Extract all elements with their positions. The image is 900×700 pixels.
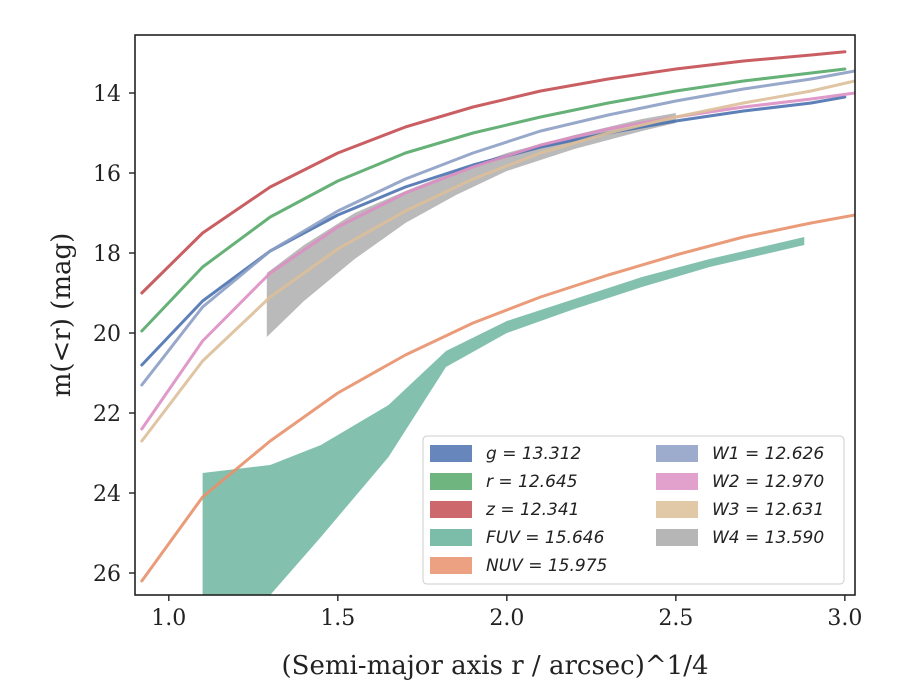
x-tick-label: 1.5: [320, 606, 355, 631]
legend-label-w3: W3 = 12.631: [712, 500, 824, 520]
legend-label-r: r = 12.645: [486, 472, 578, 492]
y-tick-label: 18: [93, 242, 121, 267]
legend-swatch-fuv: [430, 529, 472, 546]
y-tick-label: 26: [93, 562, 121, 587]
legend-label-w4: W4 = 13.590: [712, 528, 824, 548]
x-tick-label: 2.5: [658, 606, 693, 631]
legend-swatch-nuv: [430, 557, 472, 574]
series-r-line: [140, 67, 847, 333]
x-tick-label: 3.0: [827, 606, 862, 631]
legend-swatch-z: [430, 501, 472, 518]
x-tick-label: 1.0: [151, 606, 186, 631]
y-tick-label: 16: [93, 162, 121, 187]
legend-swatch-r: [430, 473, 472, 490]
legend-label-z: z = 12.341: [485, 500, 579, 520]
series-w1-line: [140, 69, 855, 387]
legend: g = 13.312 r = 12.645 z = 12.341 FUV = 15.6…: [422, 435, 845, 585]
legend-label-g: g = 13.312: [486, 444, 581, 464]
y-tick-label: 22: [93, 402, 121, 427]
x-axis-label: (Semi-major axis r / arcsec)^1/4: [281, 651, 708, 681]
series-fuv-band: [202, 237, 805, 595]
series-w2-line: [140, 91, 855, 431]
legend-swatch-w4: [656, 529, 698, 546]
legend-swatch-w1: [656, 445, 698, 462]
series-z-line: [140, 50, 847, 295]
legend-label-w2: W2 = 12.970: [712, 472, 824, 492]
y-axis-label: m(<r) (mag): [47, 233, 77, 398]
x-tick-label: 2.0: [489, 606, 524, 631]
legend-swatch-w2: [656, 473, 698, 490]
legend-label-w1: W1 = 12.626: [712, 444, 824, 464]
plot-frame: [134, 34, 856, 596]
axis-ticks: 1.0 1.5 2.0 2.5 3.0 14 16 18 20 22 24 26: [93, 82, 862, 631]
y-tick-label: 14: [93, 82, 121, 107]
plot-series: [140, 50, 855, 595]
legend-label-fuv: FUV = 15.646: [486, 528, 605, 548]
series-nuv-line: [140, 213, 855, 583]
series-w3-line: [140, 79, 855, 443]
y-tick-label: 24: [93, 482, 121, 507]
legend-swatch-g: [430, 445, 472, 462]
legend-swatch-w3: [656, 501, 698, 518]
legend-frame: [422, 435, 845, 585]
series-w4-band: [266, 113, 676, 337]
legend-label-nuv: NUV = 15.975: [486, 556, 607, 576]
y-tick-label: 20: [93, 322, 121, 347]
